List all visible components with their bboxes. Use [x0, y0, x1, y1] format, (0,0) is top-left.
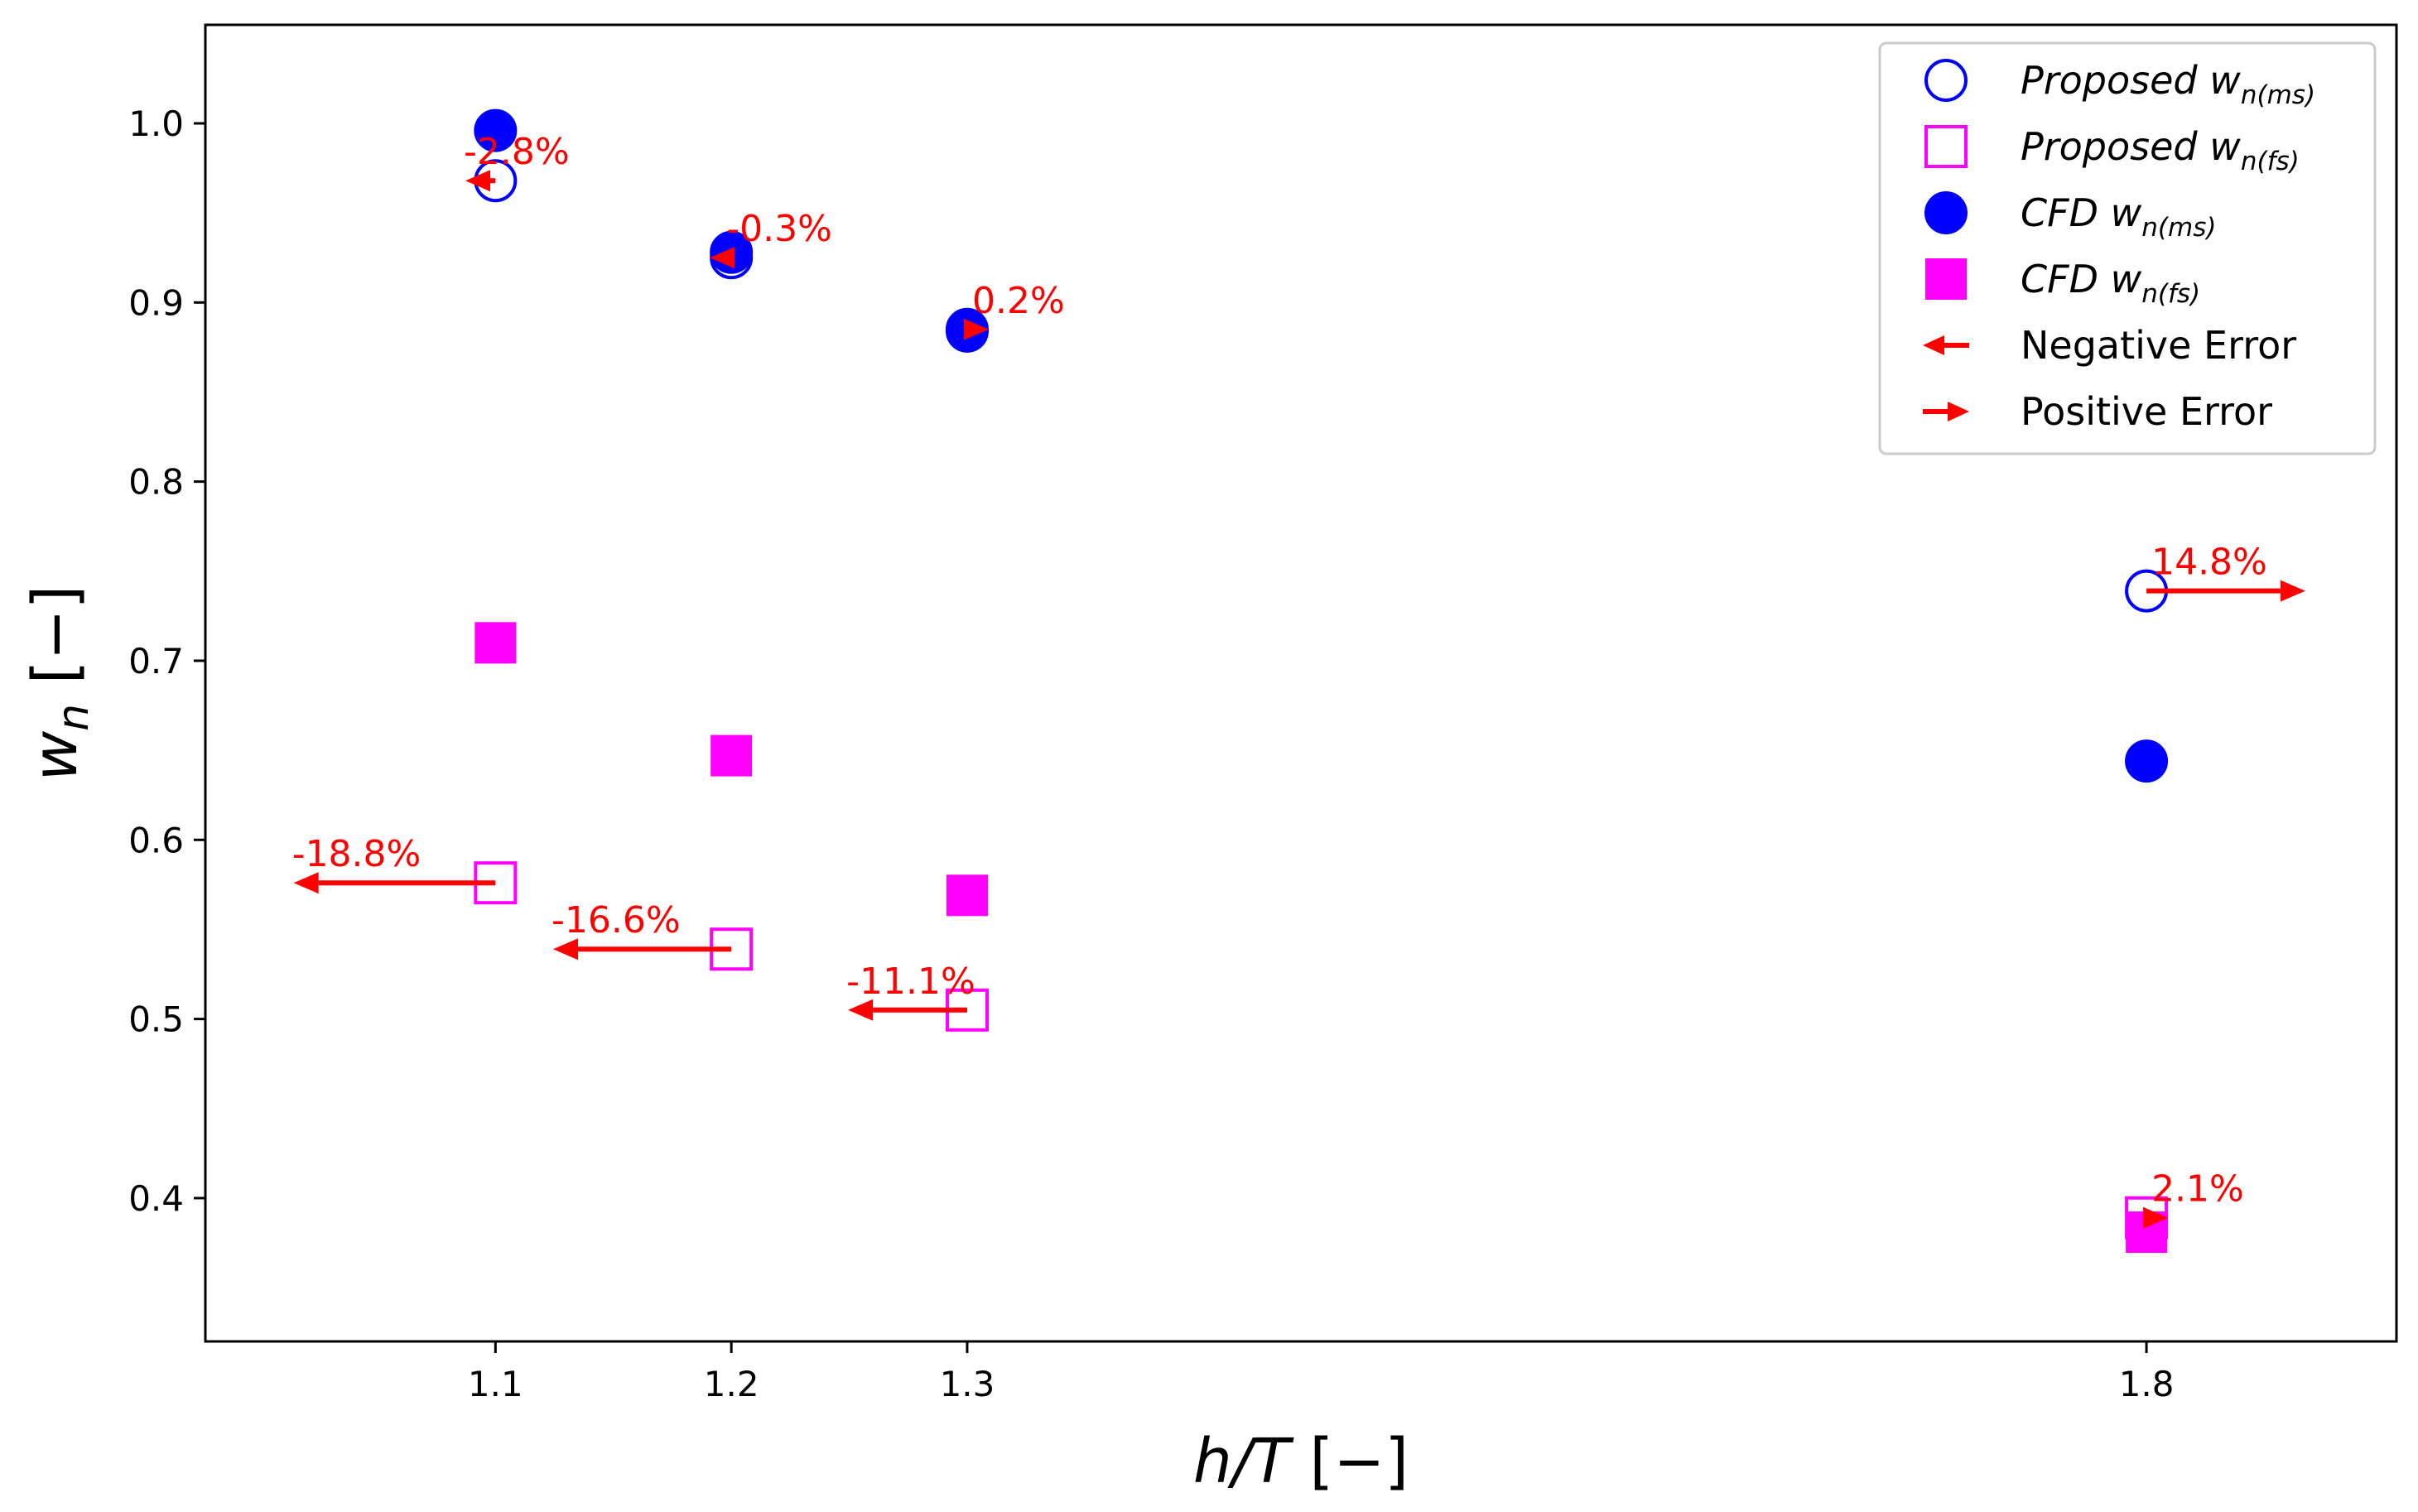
x-tick-label: 1.2 — [704, 1364, 759, 1404]
legend-label-var: w — [2111, 257, 2142, 301]
y-tick-label: 0.7 — [128, 641, 184, 681]
legend-label-sub: n(ms) — [2241, 80, 2315, 110]
legend-label-var: w — [2111, 190, 2142, 235]
error-label: -0.3% — [726, 208, 832, 250]
x-tick-label: 1.1 — [468, 1364, 523, 1404]
y-tick-label: 0.9 — [128, 282, 184, 323]
y-axis-label: wn [−] — [20, 585, 99, 782]
marker-cfd-ms — [474, 108, 518, 152]
x-tick-label: 1.3 — [940, 1364, 995, 1404]
x-axis-unit: [−] — [1290, 1426, 1409, 1497]
legend-label-proposed-ms: Proposed wn(ms) — [2021, 58, 2315, 110]
error-label: -11.1% — [846, 961, 975, 1003]
error-label: 2.1% — [2151, 1168, 2244, 1211]
marker-cfd-fs — [474, 622, 517, 664]
x-axis-var: h/T — [1193, 1426, 1295, 1497]
legend-marker-pos-error-head — [1948, 402, 1969, 421]
legend-label-pos-error: Positive Error — [2021, 389, 2272, 434]
legend-label-var: w — [2209, 58, 2241, 103]
y-tick-label: 0.8 — [128, 462, 184, 503]
x-axis-label: h/T [−] — [1193, 1426, 1409, 1497]
y-axis-var: w — [20, 730, 91, 781]
marker-cfd-fs — [946, 874, 988, 917]
legend-label-sub: n(fs) — [2241, 147, 2300, 176]
legend-label-prefix: CFD — [2021, 190, 2111, 235]
y-axis-unit: [−] — [20, 585, 91, 704]
legend-label-cfd-ms: CFD wn(ms) — [2021, 190, 2216, 243]
legend-label-neg-error: Negative Error — [2021, 323, 2296, 368]
legend-label-sub: n(ms) — [2141, 213, 2216, 243]
y-tick-label: 0.6 — [128, 820, 184, 860]
legend-label-var: w — [2209, 124, 2241, 169]
error-label: 14.8% — [2151, 542, 2267, 584]
y-tick-label: 1.0 — [128, 104, 184, 144]
error-arrow-head — [2143, 1206, 2169, 1229]
y-tick-label: 0.5 — [128, 999, 184, 1040]
plot-area-frame — [204, 23, 2398, 1343]
legend-marker-proposed-fs — [1924, 125, 1968, 168]
legend: Proposed wn(ms)Proposed wn(fs)CFD wn(ms)… — [1878, 41, 2377, 455]
legend-label-prefix: Negative Error — [2021, 323, 2296, 368]
y-axis-sub: n — [49, 704, 99, 731]
legend-label-prefix: CFD — [2021, 257, 2111, 301]
legend-marker-proposed-ms — [1924, 59, 1968, 102]
legend-marker-cfd-fs — [1925, 258, 1967, 300]
error-label: 0.2% — [972, 280, 1065, 322]
legend-marker-cfd-ms — [1924, 191, 1968, 234]
error-label: -2.8% — [464, 131, 570, 173]
error-arrow-head — [293, 872, 319, 894]
error-label: -16.6% — [552, 899, 681, 941]
legend-marker-neg-error-head — [1923, 335, 1944, 355]
error-arrow-head — [465, 170, 491, 192]
legend-label-proposed-fs: Proposed wn(fs) — [2021, 124, 2300, 176]
legend-label-prefix: Proposed — [2021, 124, 2209, 169]
x-tick-label: 1.8 — [2119, 1364, 2175, 1404]
marker-cfd-fs — [710, 734, 753, 777]
legend-label-sub: n(fs) — [2141, 279, 2200, 309]
error-arrow-head — [963, 318, 989, 340]
legend-label-prefix: Proposed — [2021, 58, 2209, 103]
error-arrow-head — [710, 247, 735, 269]
error-label: -18.8% — [292, 833, 421, 875]
legend-label-cfd-fs: CFD wn(fs) — [2021, 257, 2200, 309]
ticks-layer: 1.1 1.2 1.3 1.8 0.4 0.5 0.6 0.7 0.8 0.9 1.0 — [128, 104, 2174, 1404]
error-arrow-head — [848, 999, 874, 1021]
legend-label-prefix: Positive Error — [2021, 389, 2272, 434]
y-tick-label: 0.4 — [128, 1178, 184, 1219]
marks-layer: -2.8% -0.3% 0.2% 14.8% -18.8% -16.6% -11.1% 2.1… — [292, 108, 2305, 1254]
error-arrow-head — [553, 938, 579, 961]
error-arrow-head — [2280, 580, 2305, 602]
legend-box — [1878, 41, 2377, 455]
marker-cfd-ms — [2125, 739, 2169, 783]
